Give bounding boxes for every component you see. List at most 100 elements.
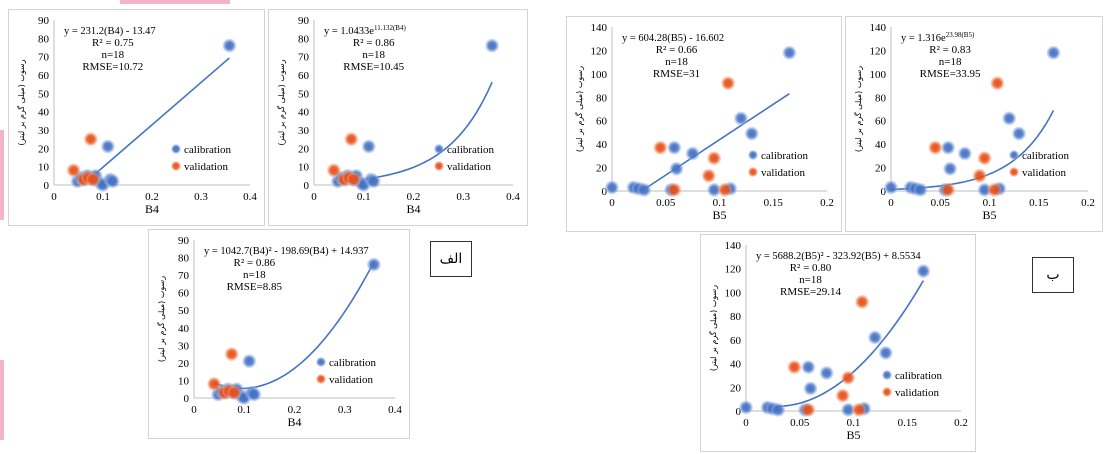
calibration-point (884, 180, 898, 195)
y-axis-label: رسوب (میلی گرم بر لیتر) (853, 66, 863, 152)
equation-line: RMSE=10.45 (343, 61, 404, 73)
equation-line: RMSE=8.85 (227, 281, 283, 293)
x-tick-label: 0.4 (388, 404, 402, 416)
x-tick-label: 0.05 (931, 197, 951, 209)
equation-line: y = 1.0433e11.132(B4) (324, 24, 406, 37)
y-tick-label: 40 (298, 107, 310, 119)
validation-point (801, 402, 816, 417)
calibration-point (105, 174, 120, 189)
validation-point (653, 140, 668, 155)
validation-point (344, 132, 359, 147)
x-axis-label: B5 (712, 208, 726, 222)
y-tick-label: 0 (184, 393, 190, 405)
calibration-point (100, 139, 115, 154)
y-tick-label: 10 (298, 162, 310, 174)
accent-strip-left (0, 130, 4, 220)
calibration-point (771, 402, 786, 417)
validation-point (346, 172, 361, 187)
chart-svg: 0 10 20 30 40 50 60 70 80 90 0 0.1 0.2 0.3 0.4 B4 رسوب (… (16, 15, 257, 216)
validation-point (787, 360, 802, 375)
calibration-point (667, 140, 682, 155)
x-tick-label: 0.4 (506, 191, 520, 203)
validation-point (990, 76, 1005, 91)
x-tick-label: 0 (888, 197, 894, 209)
equation-line: R² = 0.75 (92, 37, 134, 49)
chart-svg: 0 20 40 60 80 100 120 140 0 0.05 0.1 0.15 0.2 B5 رسوب … (708, 240, 968, 442)
group-label-right: ب (1032, 257, 1074, 293)
y-tick-label: 40 (178, 323, 190, 335)
calibration-point (957, 146, 972, 161)
calibration-point (941, 140, 956, 155)
calibration-point (707, 182, 722, 197)
y-tick-label: 20 (596, 163, 608, 175)
validation-point (841, 370, 856, 385)
calibration-point (669, 161, 684, 176)
y-tick-label: 10 (38, 162, 50, 174)
x-axis-label: B4 (406, 202, 420, 216)
x-tick-label: 0.2 (407, 191, 421, 203)
calibration-point (637, 182, 652, 197)
x-tick-label: 0.15 (1029, 197, 1049, 209)
calibration-point (803, 381, 818, 396)
x-tick-label: 0 (311, 191, 317, 203)
x-tick-label: 0.3 (338, 404, 352, 416)
equation-line: y = 604.28(B5) - 16.602 (622, 33, 724, 44)
calibration-point (222, 38, 237, 53)
y-tick-label: 140 (870, 22, 887, 34)
validation-point (941, 182, 956, 197)
equation-line: y = 1.316e23.98(B5) (901, 31, 975, 44)
y-tick-label: 50 (38, 88, 50, 100)
y-tick-label: 20 (875, 163, 887, 175)
x-tick-label: 0.15 (764, 197, 784, 209)
y-tick-label: 0 (881, 186, 887, 198)
chart-a2: 0 10 20 30 40 50 60 70 80 90 0 0.1 0.2 0.3 0.4 B4 رسوب (… (268, 9, 528, 226)
y-tick-label: 40 (730, 359, 742, 371)
validation-point (835, 388, 850, 403)
y-tick-label: 100 (870, 69, 887, 81)
x-axis-label: B5 (982, 208, 996, 222)
y-tick-label: 80 (596, 92, 608, 104)
legend-label-calibration: calibration (1022, 150, 1070, 162)
calibration-point (734, 111, 748, 126)
y-tick-label: 60 (178, 288, 190, 300)
calibration-point (242, 354, 257, 369)
legend-label-validation: validation (895, 387, 939, 399)
legend-marker-validation (171, 161, 181, 171)
x-tick-label: 0.3 (456, 191, 470, 203)
calibration-point (1012, 126, 1027, 141)
data-points (605, 45, 797, 197)
x-tick-label: 0.2 (145, 191, 159, 203)
equation-line: R² = 0.80 (790, 262, 832, 274)
legend-marker-calibration (1009, 150, 1019, 160)
chart-b3: 0 20 40 60 80 100 120 140 0 0.05 0.1 0.15 0.2 B5 رسوب … (700, 234, 976, 452)
equation-line: R² = 0.86 (234, 257, 276, 269)
calibration-point (366, 257, 381, 272)
y-tick-label: 140 (725, 240, 742, 252)
calibration-point (913, 182, 928, 197)
y-axis-label: رسوب (میلی گرم بر لیتر) (16, 59, 26, 145)
y-tick-label: 80 (178, 253, 190, 265)
legend-marker-validation (434, 161, 444, 171)
data-points (66, 38, 237, 192)
y-axis-label: رسوب (میلی گرم بر لیتر) (276, 59, 286, 145)
validation-point (977, 151, 992, 166)
x-tick-label: 0 (191, 404, 197, 416)
x-tick-label: 0.1 (357, 191, 371, 203)
y-tick-label: 0 (304, 180, 310, 192)
equation-line: y = 231.2(B4) - 13.47 (64, 26, 156, 37)
y-tick-label: 120 (591, 45, 608, 57)
legend-marker-calibration (434, 144, 444, 154)
data-points (207, 257, 381, 405)
equation-line: RMSE=10.72 (82, 61, 143, 73)
y-tick-label: 30 (298, 125, 310, 137)
validation-point (66, 163, 81, 178)
legend-marker-validation (882, 387, 892, 397)
legend-label-calibration: calibration (895, 370, 943, 382)
legend-label-calibration: calibration (447, 144, 495, 156)
calibration-point (977, 182, 992, 197)
y-tick-label: 60 (38, 70, 50, 82)
calibration-point (878, 345, 893, 360)
legend-marker-calibration (316, 357, 326, 367)
x-axis-label: B4 (287, 415, 301, 429)
validation-point (972, 168, 987, 183)
